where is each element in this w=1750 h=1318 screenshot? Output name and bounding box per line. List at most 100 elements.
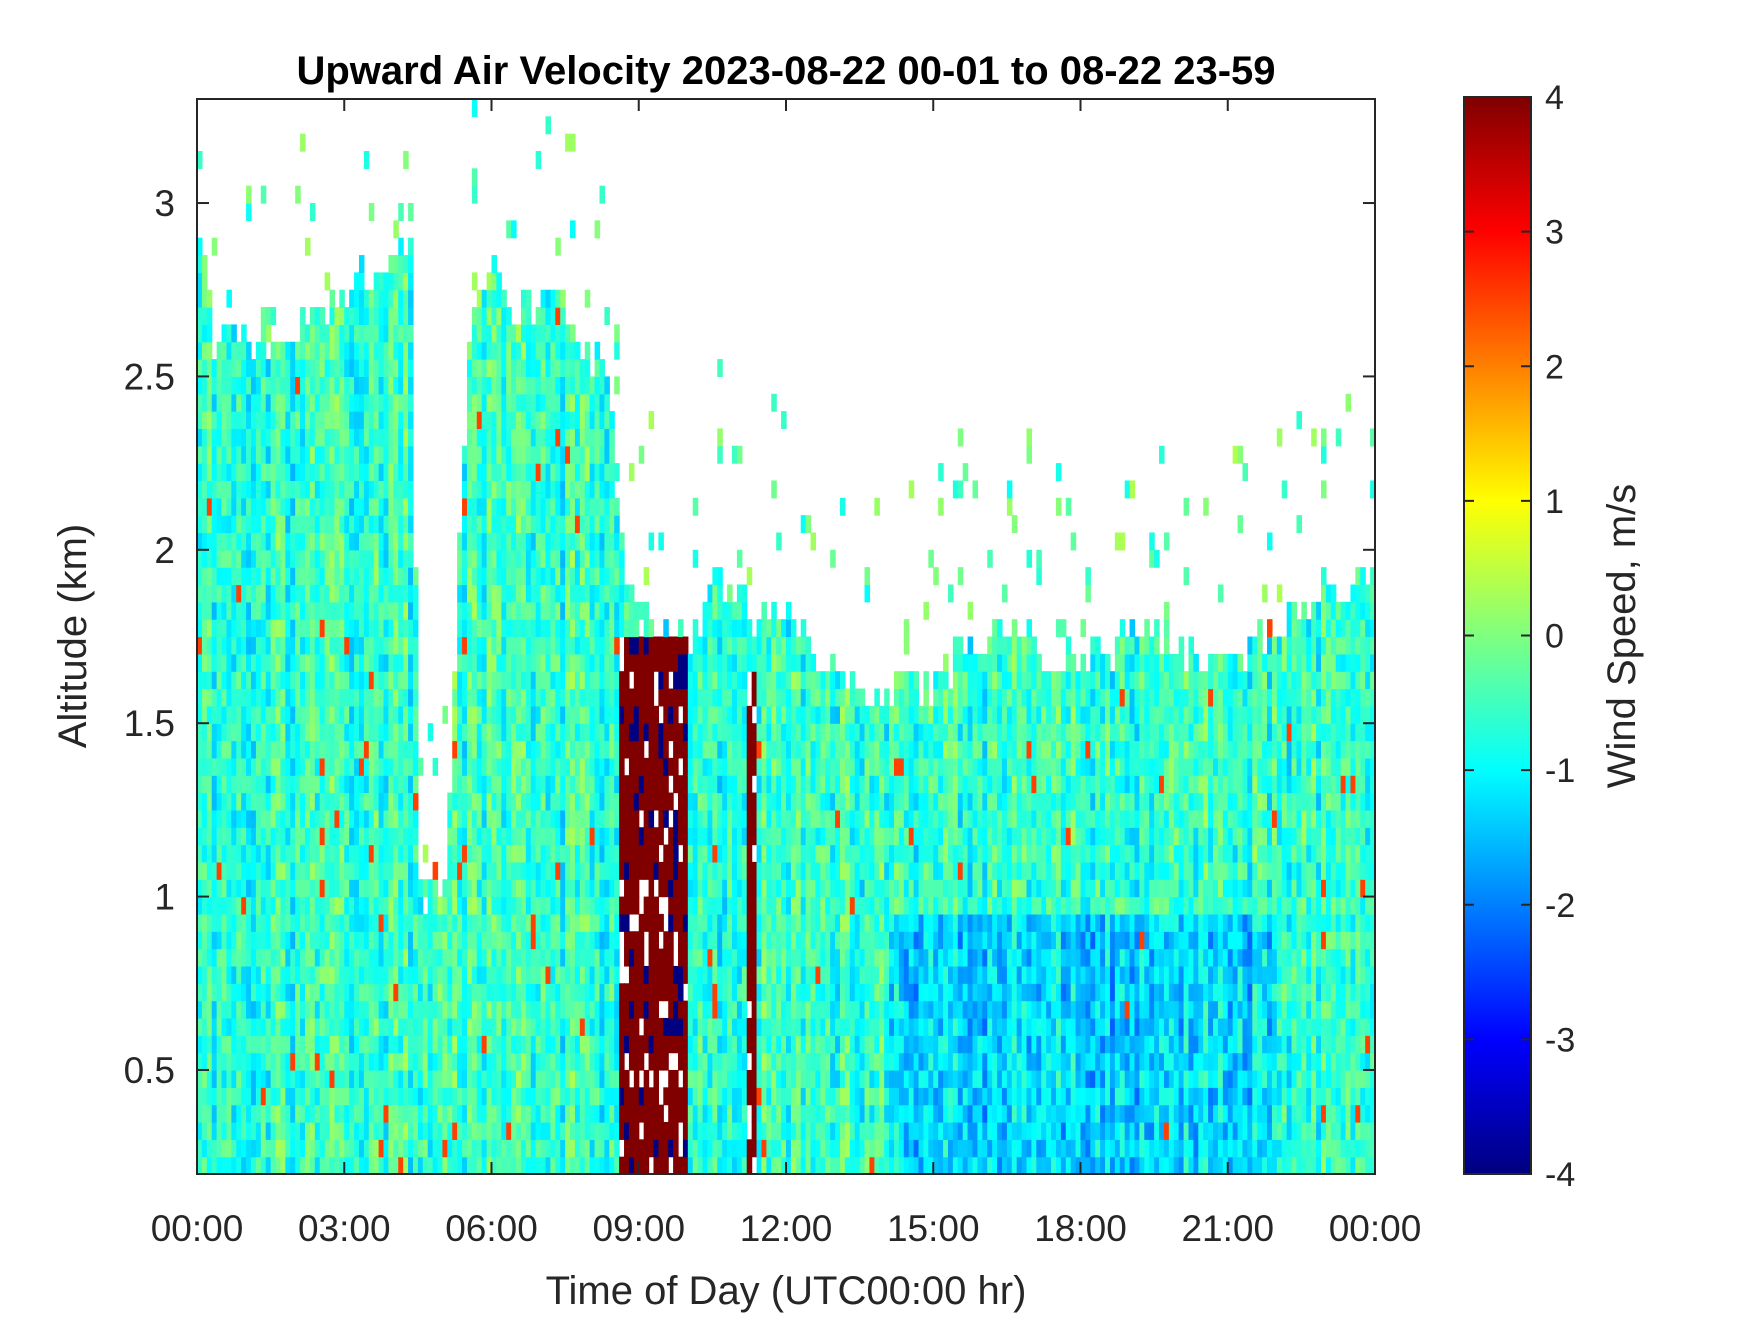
heatmap-cell [457,671,463,690]
heatmap-cell [211,497,218,516]
heatmap-cell [712,1139,718,1158]
heatmap-cell [555,376,561,395]
heatmap-cell [658,636,664,655]
heatmap-cell [545,1156,551,1174]
heatmap-cell [378,289,385,308]
heatmap-cell [344,757,350,776]
heatmap-cell [250,983,257,1002]
heatmap-cell [221,359,228,378]
heatmap-cell [643,775,650,794]
heatmap-cell [403,567,409,586]
heatmap-cell [226,705,232,724]
heatmap-cell [501,653,507,672]
heatmap-cell [481,896,488,915]
heatmap-cell [295,549,301,568]
heatmap-cell [295,1087,301,1106]
heatmap-cell [511,428,517,447]
heatmap-cell [643,619,650,638]
heatmap-cell [501,671,507,690]
heatmap-cell [570,740,576,759]
heatmap-cell [756,965,763,984]
heatmap-cell [270,463,277,482]
heatmap-cell [712,1121,718,1140]
heatmap-cell [373,359,380,378]
heatmap-cell [486,341,493,360]
heatmap-cell [408,827,414,846]
heatmap-cell [270,1156,277,1174]
heatmap-cell [447,809,453,828]
heatmap-cell [702,619,709,638]
heatmap-cell [584,532,591,551]
heatmap-cell [383,1121,390,1140]
heatmap-cell [427,1000,434,1019]
heatmap-cell [255,931,262,950]
heatmap-cell [545,1104,551,1123]
heatmap-cell [702,1139,709,1158]
heatmap-cell [344,671,350,690]
heatmap-cell [702,723,709,742]
heatmap-cell [349,393,355,412]
heatmap-cell [511,411,517,430]
heatmap-cell [398,567,404,586]
heatmap-cell [589,965,596,984]
heatmap-cell [329,480,336,499]
heatmap-cell [560,584,566,603]
heatmap-cell [565,1104,571,1123]
heatmap-cell [540,497,547,516]
heatmap-cell [491,1104,498,1123]
heatmap-cell [506,532,512,551]
heatmap-cell [250,619,257,638]
heatmap-cell [511,220,517,239]
heatmap-cell [349,307,355,325]
heatmap-cell [599,879,605,898]
heatmap-cell [682,1104,689,1123]
heatmap-cell [250,879,257,898]
heatmap-cell [555,809,561,828]
heatmap-cell [574,463,581,482]
heatmap-cell [216,411,223,430]
heatmap-cell [309,688,316,707]
heatmap-cell [476,341,483,360]
heatmap-cell [314,567,321,586]
heatmap-cell [201,1121,208,1140]
heatmap-cell [545,341,551,360]
heatmap-cell [574,1121,581,1140]
heatmap-cell [520,428,527,447]
heatmap-cell [682,653,689,672]
heatmap-cell [197,775,203,794]
heatmap-cell [476,1156,483,1174]
heatmap-cell [246,411,252,430]
heatmap-cell [206,688,213,707]
heatmap-cell [373,844,380,863]
heatmap-cell [231,931,237,950]
heatmap-cell [231,393,237,412]
heatmap-cell [496,584,502,603]
heatmap-cell [201,1035,208,1054]
heatmap-cell [545,324,551,343]
heatmap-cell [354,341,360,360]
heatmap-cell [692,827,699,846]
heatmap-cell [648,931,655,950]
heatmap-cell [609,584,615,603]
heatmap-cell [732,1035,738,1054]
heatmap-cell [398,1069,404,1088]
heatmap-cell [535,584,542,603]
heatmap-cell [624,1156,630,1174]
heatmap-cell [270,775,277,794]
heatmap-cell [604,861,610,880]
heatmap-cell [378,307,385,325]
heatmap-cell [378,359,385,378]
heatmap-cell [260,619,267,638]
heatmap-cell [304,532,311,551]
heatmap-cell [280,671,286,690]
heatmap-cell [334,584,340,603]
heatmap-cell [516,341,522,360]
heatmap-cell [501,1000,507,1019]
heatmap-cell [589,913,596,932]
heatmap-cell [304,549,311,568]
heatmap-cell [368,203,375,221]
heatmap-cell [339,1000,345,1019]
heatmap-cell [756,1052,763,1071]
heatmap-cell [457,948,463,967]
heatmap-cell [604,393,610,412]
